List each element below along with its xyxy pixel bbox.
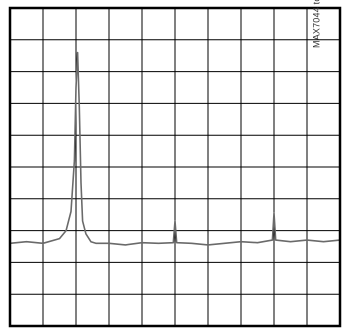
spectrum-trace	[9, 51, 341, 246]
grid	[10, 8, 340, 326]
plot-frame	[8, 6, 342, 328]
figure-id-label: MAX7044 toc18	[311, 0, 322, 48]
